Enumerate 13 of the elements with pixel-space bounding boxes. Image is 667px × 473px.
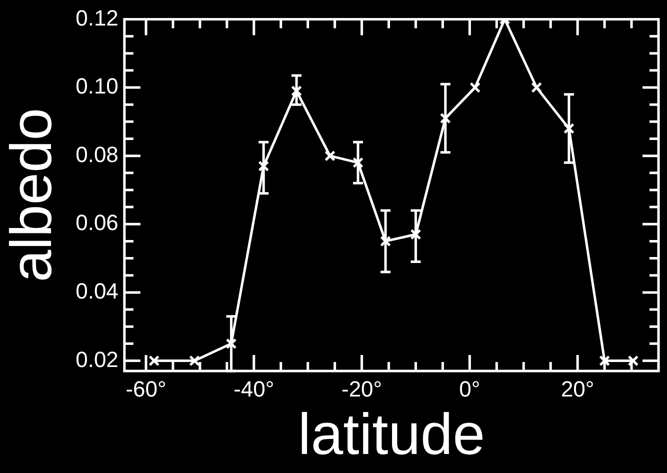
x-tick-label: 20° — [560, 376, 594, 402]
y-tick-label: 0.02 — [76, 346, 118, 372]
y-tick-label: 0.08 — [76, 142, 118, 167]
y-tick-label: 0.06 — [76, 210, 118, 236]
y-tick-label: 0.10 — [76, 74, 118, 99]
y-axis-title: albedo — [0, 108, 64, 282]
y-tick-label: 0.12 — [76, 5, 118, 30]
y-tick-label: 0.04 — [76, 278, 118, 304]
x-tick-label: 0° — [459, 376, 480, 402]
x-axis-title: latitude — [298, 402, 485, 468]
x-tick-label: -20° — [341, 376, 382, 402]
x-tick-label: -40° — [234, 376, 274, 402]
x-tick-label: -60° — [126, 376, 166, 402]
